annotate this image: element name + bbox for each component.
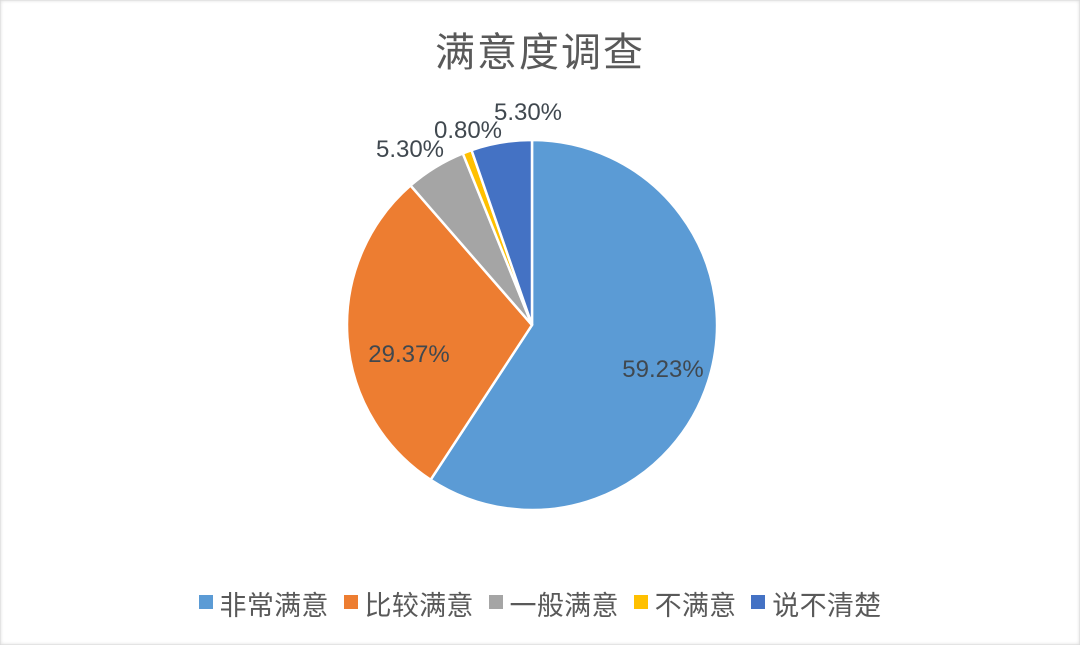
svg-text:59.23%: 59.23% xyxy=(622,356,703,383)
svg-text:5.30%: 5.30% xyxy=(494,99,562,126)
svg-text:0.80%: 0.80% xyxy=(434,117,502,144)
svg-text:29.37%: 29.37% xyxy=(368,341,449,368)
